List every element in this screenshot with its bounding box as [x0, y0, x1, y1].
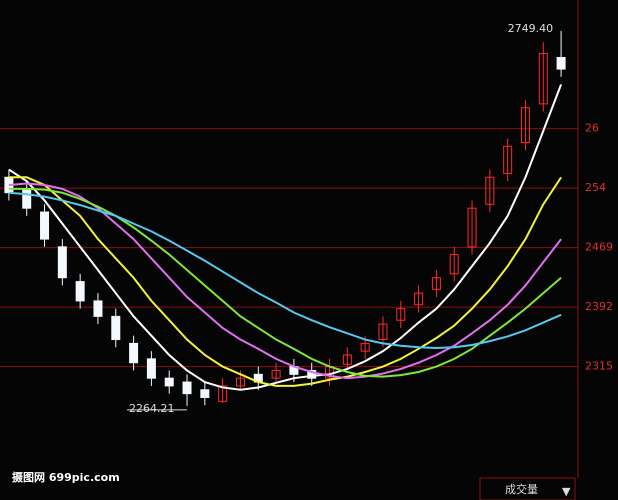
- volume-label: 成交量: [505, 482, 538, 496]
- candle-body: [93, 300, 103, 317]
- candle-body: [307, 369, 317, 379]
- y-tick-label: 2469: [585, 241, 613, 254]
- candle-body: [129, 342, 139, 364]
- ma-line: [8, 84, 563, 391]
- candle-body: [200, 389, 210, 399]
- candle-body: [22, 188, 32, 209]
- candle-body: [520, 107, 530, 143]
- candle-body: [556, 57, 566, 70]
- candle-body: [414, 292, 424, 306]
- candle-body: [449, 254, 459, 275]
- watermark: 摄图网 699pic.com: [12, 470, 120, 484]
- candle-body: [218, 385, 228, 402]
- candle-body: [75, 281, 85, 302]
- candle-body: [467, 207, 477, 248]
- y-tick-label: 26: [585, 122, 599, 135]
- ma-line: [8, 176, 562, 387]
- candle-body: [164, 377, 174, 387]
- candle-body: [503, 145, 513, 174]
- candle-body: [485, 176, 495, 205]
- y-tick-label: 2392: [585, 300, 613, 313]
- ma-line: [8, 182, 562, 380]
- candle-body: [538, 53, 548, 105]
- candle-body: [396, 308, 406, 321]
- candle-body: [378, 323, 388, 341]
- ma-line: [8, 187, 562, 378]
- candle-body: [40, 211, 50, 240]
- max-label: 2749.40: [508, 22, 554, 35]
- candle-body: [57, 246, 67, 279]
- volume-arrow[interactable]: ▼: [562, 485, 571, 498]
- volume-box: [479, 477, 576, 500]
- candle-body: [182, 381, 192, 395]
- candle-body: [235, 377, 245, 387]
- candle-body: [146, 358, 156, 379]
- candle-body: [342, 354, 352, 365]
- candle-body: [111, 315, 121, 341]
- min-label: 2264.21: [129, 402, 175, 415]
- candle-body: [431, 277, 441, 290]
- y-tick-label: 254: [585, 181, 606, 194]
- candle-body: [360, 342, 370, 352]
- y-tick-label: 2315: [585, 360, 613, 373]
- candle-body: [271, 369, 281, 379]
- ma-line: [8, 191, 562, 350]
